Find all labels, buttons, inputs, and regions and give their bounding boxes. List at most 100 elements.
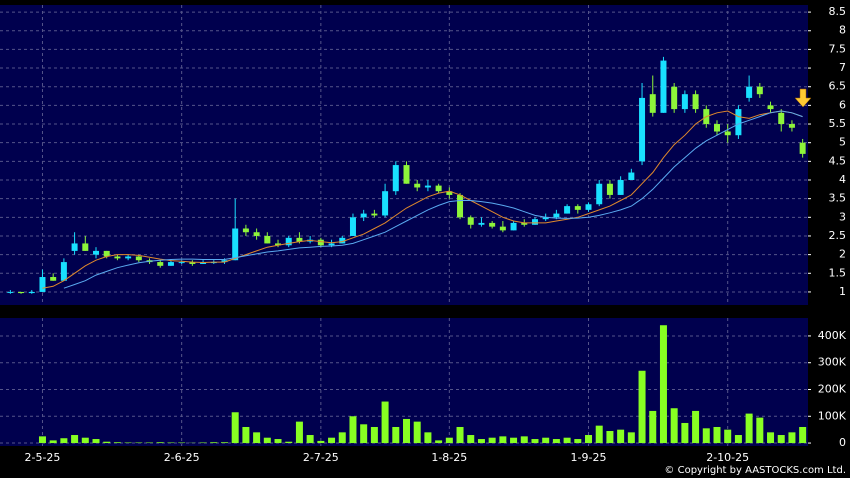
y-tick-label: 0: [839, 436, 846, 449]
volume-bar: [285, 441, 293, 444]
volume-bar: [392, 426, 400, 444]
candle-body: [660, 60, 667, 113]
price-panel: [0, 5, 808, 305]
volume-bar: [488, 437, 496, 444]
volume-bar: [456, 426, 464, 444]
y-tick-label: 300K: [818, 356, 847, 369]
x-tick-label: 2-10-25: [706, 451, 749, 464]
candle-body: [317, 239, 324, 246]
volume-bar: [274, 439, 282, 444]
candle-body: [799, 142, 806, 154]
candle-body: [275, 243, 282, 246]
y-tick-label: 3.5: [829, 192, 847, 205]
candle-body: [746, 86, 753, 98]
volume-bar: [520, 436, 528, 444]
candle-body: [200, 262, 207, 264]
volume-bar: [81, 437, 89, 444]
volume-bar: [756, 417, 764, 444]
candle-body: [724, 131, 731, 136]
candle-body: [489, 222, 496, 227]
candle-body: [478, 222, 485, 225]
plot-layer: 1 1.5 2 2.5 3 3.5 4 4.5 5 5.5 6 6.5 7 7.5 8 8.5 2-5-25 2-…: [0, 5, 847, 464]
volume-bar: [702, 428, 710, 444]
copyright: © Copyright by AASTOCKS.com Ltd.: [664, 465, 846, 476]
candle-body: [681, 94, 688, 110]
volume-bar: [692, 410, 700, 444]
candle-body: [28, 291, 35, 294]
volume-bar: [220, 442, 228, 444]
volume-bar: [210, 442, 218, 444]
volume-bar: [242, 426, 250, 444]
volume-bar: [338, 432, 346, 444]
candle-body: [7, 291, 14, 293]
volume-bar: [435, 440, 443, 444]
volume-bar: [360, 424, 368, 444]
volume-bar: [71, 435, 79, 444]
candle-body: [60, 262, 67, 281]
arrow-icon: [794, 88, 812, 108]
volume-bar: [638, 370, 646, 444]
candle-body: [167, 262, 174, 266]
volume-bar: [552, 439, 560, 444]
volume-bar: [135, 442, 143, 444]
candle-body: [446, 191, 453, 195]
volume-bar: [317, 440, 325, 444]
candle-body: [713, 124, 720, 132]
candle-body: [606, 183, 613, 195]
candle-body: [18, 291, 25, 294]
volume-bar: [199, 442, 207, 444]
volume-bar: [263, 437, 271, 444]
candle-body: [392, 165, 399, 192]
y-tick-label: 3: [839, 210, 846, 223]
volume-bar: [542, 437, 550, 444]
volume-bar: [670, 408, 678, 444]
x-tick-label: 2-7-25: [303, 451, 339, 464]
ma-line: [42, 110, 803, 289]
volume-bar: [627, 432, 635, 444]
candle-body: [499, 226, 506, 231]
volume-bar: [424, 432, 432, 444]
volume-bar: [445, 437, 453, 444]
y-tick-label: 6: [839, 98, 846, 111]
volume-bar: [146, 442, 154, 444]
y-tick-label: 7: [839, 61, 846, 74]
candle-body: [585, 204, 592, 210]
volume-bar: [467, 435, 475, 444]
y-tick-label: 400K: [818, 329, 847, 342]
volume-bar: [477, 439, 485, 444]
volume-bar: [799, 426, 807, 444]
candle-body: [82, 243, 89, 251]
candle-body: [360, 213, 367, 218]
candle-body: [157, 262, 164, 266]
candle-body: [135, 256, 142, 261]
candle-body: [639, 97, 646, 162]
x-tick-label: 1-8-25: [431, 451, 467, 464]
volume-bar: [713, 426, 721, 444]
candle-body: [178, 262, 185, 264]
x-tick-label: 2-6-25: [164, 451, 200, 464]
candle-body: [103, 250, 110, 257]
volume-bar: [767, 432, 775, 444]
volume-bar: [777, 435, 785, 444]
volume-bar: [595, 425, 603, 444]
volume-bar: [563, 437, 571, 444]
candle-body: [253, 232, 260, 236]
volume-bar: [659, 325, 667, 444]
candle-body: [510, 222, 517, 231]
candle-body: [242, 228, 249, 233]
candle-body: [435, 185, 442, 192]
y-tick-label: 100K: [818, 409, 847, 422]
candle-body: [767, 105, 774, 110]
candle-body: [424, 185, 431, 188]
candle-body: [628, 172, 635, 180]
candle-body: [264, 235, 271, 244]
candle-body: [189, 262, 196, 264]
candle-body: [71, 243, 78, 251]
volume-bar: [499, 436, 507, 444]
candle-body: [756, 86, 763, 95]
candle-body: [232, 228, 239, 261]
volume-bar: [649, 410, 657, 444]
candle-body: [39, 277, 46, 292]
candle-body: [617, 180, 624, 195]
volume-bar: [617, 429, 625, 444]
